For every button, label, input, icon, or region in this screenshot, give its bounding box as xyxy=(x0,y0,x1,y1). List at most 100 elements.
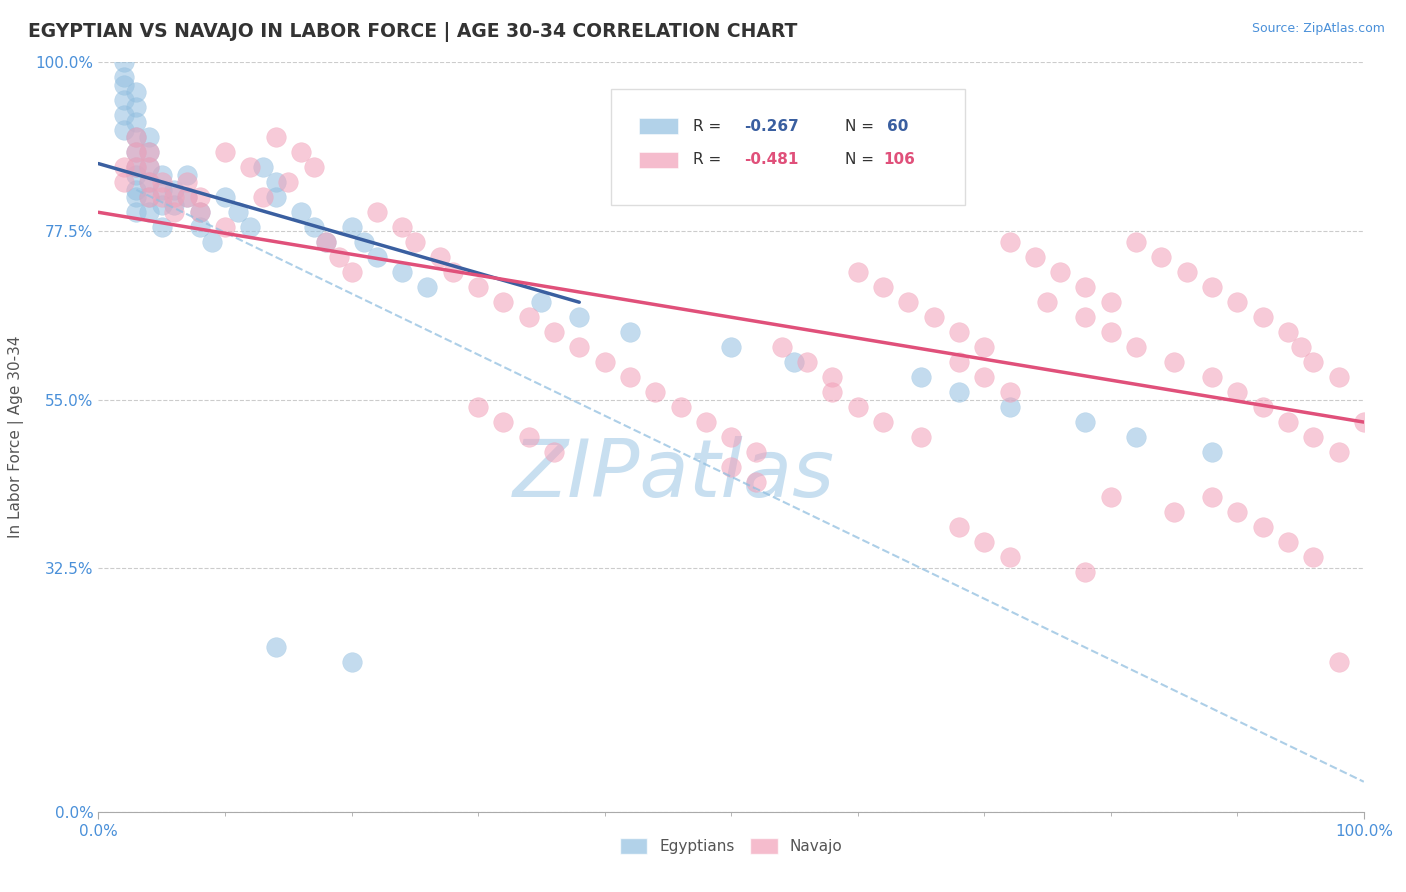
Point xyxy=(492,415,515,429)
Point xyxy=(1074,280,1097,294)
Point xyxy=(467,280,489,294)
Point xyxy=(201,235,224,250)
Point xyxy=(1302,549,1324,564)
Point xyxy=(125,183,148,197)
Text: R =: R = xyxy=(693,153,727,168)
Point xyxy=(125,190,148,204)
Point xyxy=(429,250,451,264)
Point xyxy=(125,161,148,175)
Point xyxy=(568,340,591,354)
Text: R =: R = xyxy=(693,119,727,134)
Point xyxy=(138,175,160,189)
Point xyxy=(315,235,337,250)
Point xyxy=(112,78,135,92)
Text: N =: N = xyxy=(845,119,879,134)
Point xyxy=(163,183,186,197)
Point xyxy=(252,190,274,204)
Bar xyxy=(638,152,678,168)
Point xyxy=(568,310,591,325)
Point xyxy=(125,130,148,145)
Point xyxy=(467,400,489,414)
Point xyxy=(1074,415,1097,429)
Point xyxy=(543,445,565,459)
Point xyxy=(543,325,565,339)
Point xyxy=(1302,355,1324,369)
Point xyxy=(998,385,1021,400)
Point xyxy=(1024,250,1046,264)
Point xyxy=(695,415,717,429)
Point xyxy=(872,415,894,429)
Point xyxy=(125,86,148,100)
Point xyxy=(1251,520,1274,534)
Point xyxy=(1327,370,1350,384)
Point xyxy=(340,655,363,669)
Point xyxy=(188,220,211,235)
Point xyxy=(644,385,666,400)
Point xyxy=(530,295,553,310)
Point xyxy=(112,175,135,189)
Point xyxy=(112,70,135,85)
Point xyxy=(188,190,211,204)
Point xyxy=(366,250,388,264)
Point xyxy=(302,220,325,235)
Point xyxy=(998,235,1021,250)
Point xyxy=(112,161,135,175)
Point xyxy=(214,190,236,204)
Point xyxy=(846,400,869,414)
Point xyxy=(948,355,970,369)
Point xyxy=(1277,415,1299,429)
Point xyxy=(593,355,616,369)
Point xyxy=(163,205,186,219)
Point xyxy=(214,145,236,160)
Legend: Egyptians, Navajo: Egyptians, Navajo xyxy=(613,831,849,860)
Point xyxy=(302,161,325,175)
Point xyxy=(112,123,135,137)
Point xyxy=(922,310,945,325)
Point xyxy=(391,220,413,235)
Point xyxy=(1302,430,1324,444)
Point xyxy=(1327,655,1350,669)
Point xyxy=(138,175,160,189)
Point xyxy=(1150,250,1173,264)
Point xyxy=(948,325,970,339)
Point xyxy=(150,175,173,189)
Point xyxy=(112,93,135,107)
Point xyxy=(1289,340,1312,354)
Point xyxy=(150,190,173,204)
Point xyxy=(745,445,768,459)
Point xyxy=(252,161,274,175)
Point xyxy=(1251,310,1274,325)
Text: EGYPTIAN VS NAVAJO IN LABOR FORCE | AGE 30-34 CORRELATION CHART: EGYPTIAN VS NAVAJO IN LABOR FORCE | AGE … xyxy=(28,22,797,42)
Point xyxy=(163,198,186,212)
Text: -0.267: -0.267 xyxy=(744,119,799,134)
Point xyxy=(619,325,641,339)
Point xyxy=(138,205,160,219)
Text: Source: ZipAtlas.com: Source: ZipAtlas.com xyxy=(1251,22,1385,36)
Point xyxy=(125,115,148,129)
Point xyxy=(1277,325,1299,339)
Point xyxy=(998,549,1021,564)
Point xyxy=(138,161,160,175)
Point xyxy=(340,265,363,279)
Point xyxy=(1201,280,1223,294)
Point xyxy=(1049,265,1071,279)
Point xyxy=(150,183,173,197)
Point xyxy=(125,130,148,145)
Point xyxy=(214,220,236,235)
Point xyxy=(669,400,692,414)
Point xyxy=(138,145,160,160)
Point xyxy=(783,355,806,369)
Point xyxy=(138,161,160,175)
Point xyxy=(188,205,211,219)
Text: -0.481: -0.481 xyxy=(744,153,799,168)
Point xyxy=(1201,490,1223,504)
Point xyxy=(150,168,173,182)
Point xyxy=(846,265,869,279)
Point xyxy=(366,205,388,219)
Point xyxy=(872,280,894,294)
Point xyxy=(138,190,160,204)
Point xyxy=(125,168,148,182)
Point xyxy=(391,265,413,279)
Point xyxy=(517,310,540,325)
Y-axis label: In Labor Force | Age 30-34: In Labor Force | Age 30-34 xyxy=(8,335,24,539)
